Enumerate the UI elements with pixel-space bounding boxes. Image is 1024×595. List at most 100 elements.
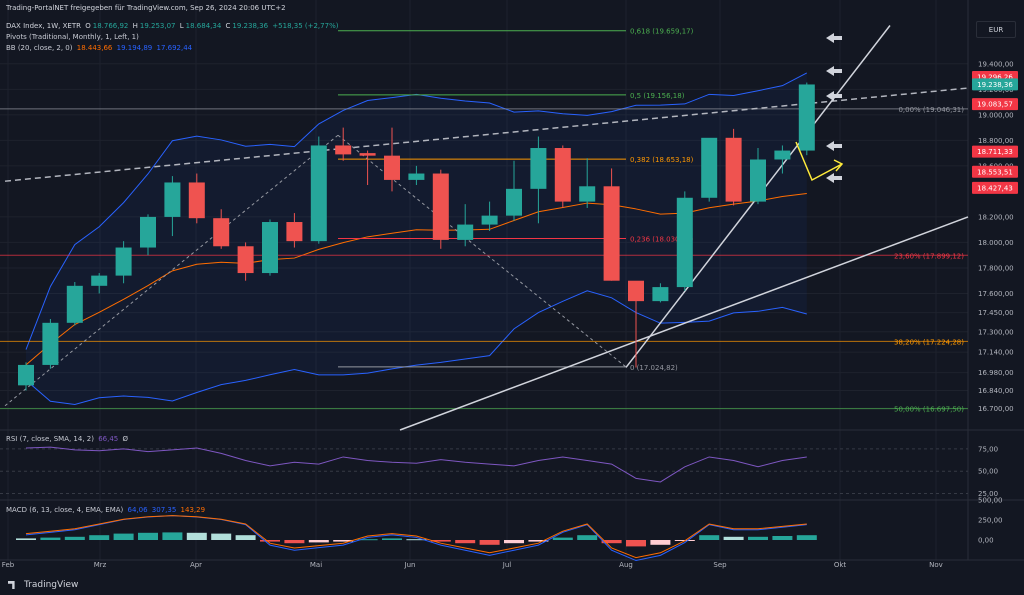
candle-up	[457, 224, 474, 240]
candle-down	[335, 145, 352, 155]
macd-histogram-bar	[308, 540, 329, 543]
macd-histogram-bar	[528, 540, 549, 542]
macd-histogram-bar	[748, 536, 768, 540]
macd-histogram-bar	[455, 540, 476, 544]
projection-arrow	[795, 141, 843, 182]
macd-histogram-bar	[113, 533, 134, 540]
macd-histogram-bar	[40, 537, 61, 540]
price-label-box	[972, 98, 1018, 111]
symbol-legend[interactable]: DAX Index, 1W, XETR O 18.766,92 H 19.253,0…	[6, 22, 340, 31]
price-tick-label: 16.700,00	[978, 405, 1014, 413]
price-tick-label: 17.800,00	[978, 264, 1014, 272]
retracement-level-label: 23,60% (17.899,12)	[894, 252, 964, 260]
rsi-value: 66,45	[98, 435, 119, 443]
open-value: 18.766,92	[92, 22, 129, 30]
target-arrow-icon	[826, 33, 842, 43]
bb-lower-value: 17.692,44	[156, 44, 193, 52]
low-label: L	[179, 22, 184, 30]
bb-basis-value: 18.443,66	[76, 44, 113, 52]
candle-up	[701, 137, 718, 198]
target-arrow-icon	[826, 141, 842, 151]
time-tick-label: Nov	[929, 561, 943, 569]
macd-histogram-bar	[723, 536, 744, 540]
price-tick-label: 17.140,00	[978, 349, 1014, 357]
bb-label: BB (20, close, 2, 0)	[6, 44, 73, 52]
candle-up	[66, 285, 83, 323]
macd-histogram-bar	[430, 540, 451, 542]
candle-down	[188, 182, 205, 219]
macd-histogram-bar	[138, 532, 158, 540]
fib-level-label: 0,382 (18.653,18)	[630, 156, 694, 164]
rsi-extra: Ø	[122, 435, 129, 443]
macd-tick-label: 0,00	[978, 537, 994, 545]
candle-up	[310, 145, 327, 242]
fib-level-label: 0,618 (19.659,17)	[630, 28, 694, 36]
macd-histogram-bar	[260, 540, 280, 542]
macd-histogram-bar	[382, 538, 402, 540]
time-tick-label: Jul	[502, 561, 512, 569]
macd-histogram-bar	[626, 540, 646, 547]
candle-down	[554, 148, 571, 202]
price-tick-label: 16.980,00	[978, 369, 1014, 377]
candle-up	[481, 215, 498, 225]
price-tick-label: 17.450,00	[978, 309, 1014, 317]
price-tick-label: 19.400,00	[978, 60, 1014, 68]
price-label-text: 19.238,36	[977, 81, 1013, 89]
time-tick-label: Okt	[834, 561, 847, 569]
target-arrow-icon	[826, 173, 842, 183]
macd-histogram-bar	[64, 536, 85, 540]
candle-down	[286, 222, 303, 242]
price-label-text: 19.296,26	[977, 74, 1013, 82]
candle-down	[213, 218, 230, 247]
macd-histogram-bar	[235, 535, 256, 540]
rsi-legend[interactable]: RSI (7, close, SMA, 14, 2) 66,45 Ø	[6, 435, 129, 443]
candle-up	[91, 275, 108, 286]
candle-up	[164, 182, 181, 217]
bb-legend[interactable]: BB (20, close, 2, 0) 18.443,66 19.194,89…	[6, 44, 194, 53]
change-value: +518,35 (+2,77%)	[272, 22, 339, 30]
pivots-legend[interactable]: Pivots (Traditional, Monthly, 1, Left, 1…	[6, 33, 139, 41]
price-label-text: 18.711,33	[977, 148, 1013, 156]
candle-up	[530, 148, 547, 189]
bb-upper-value: 19.194,89	[116, 44, 153, 52]
macd-histogram-bar	[699, 535, 720, 540]
rsi-tick-label: 75,00	[978, 445, 998, 453]
candle-up	[140, 216, 156, 248]
high-label: H	[132, 22, 138, 30]
time-tick-label: Sep	[713, 561, 727, 569]
candle-up	[408, 173, 425, 180]
price-label-text: 18.553,51	[977, 168, 1013, 176]
macd-legend[interactable]: MACD (6, 13, close, 4, EMA, EMA) 64,06 3…	[6, 506, 206, 514]
currency-selector[interactable]: EUR	[976, 21, 1016, 38]
rsi-tick-label: 25,00	[978, 490, 998, 498]
candle-down	[628, 280, 644, 302]
time-tick-label: Apr	[190, 561, 202, 569]
time-tick-label: Aug	[619, 561, 633, 569]
price-tick-label: 18.000,00	[978, 239, 1014, 247]
macd-histogram-bar	[796, 535, 817, 540]
symbol-name: DAX Index, 1W, XETR	[6, 22, 81, 30]
price-tick-label: 18.200,00	[978, 213, 1014, 221]
dashed-trendline	[4, 87, 969, 182]
time-tick-label: Mrz	[94, 561, 107, 569]
rsi-line	[25, 446, 807, 483]
macd-histogram-bar	[89, 535, 110, 540]
candle-up	[262, 222, 278, 274]
open-label: O	[85, 22, 91, 30]
candle-up	[652, 287, 669, 302]
macd-signal-line	[25, 515, 807, 559]
candle-down	[237, 246, 254, 274]
tradingview-logo[interactable]: TradingView	[8, 580, 78, 590]
fib-level-label: 0 (17.024,82)	[630, 364, 678, 372]
time-tick-label: Mai	[310, 561, 322, 569]
price-label-box	[972, 181, 1018, 194]
candle-up	[676, 197, 693, 288]
watermark-text: Trading-PortalNET freigegeben für Tradin…	[6, 4, 286, 12]
macd-histogram-bar	[357, 539, 378, 541]
high-value: 19.253,07	[139, 22, 176, 30]
price-label-box	[972, 78, 1018, 91]
fib-level-label: 0,5 (19.156,18)	[630, 92, 685, 100]
macd-histogram-bar	[16, 538, 36, 540]
price-tick-label: 16.840,00	[978, 387, 1014, 395]
